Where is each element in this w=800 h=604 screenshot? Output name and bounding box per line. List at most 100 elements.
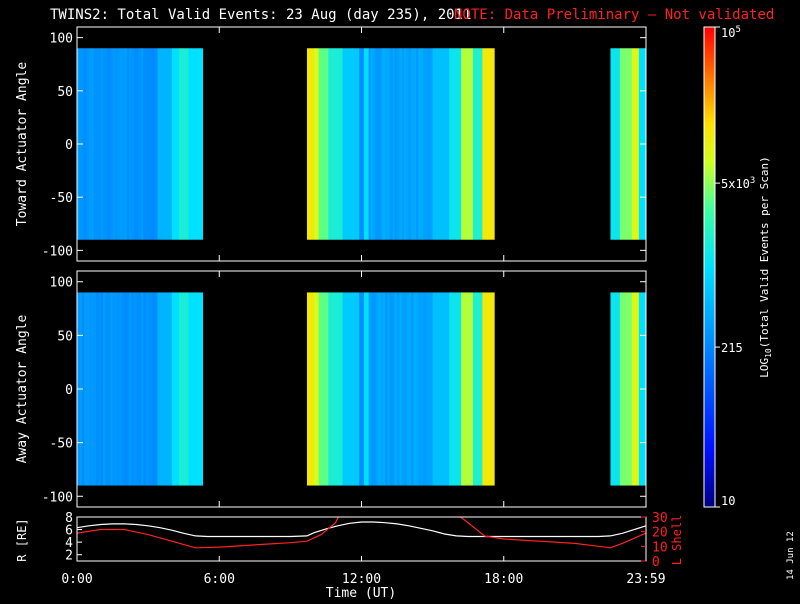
heatmap-column [392,292,396,486]
heatmap-column [335,292,339,486]
heatmap-column [314,292,317,486]
heatmap-column [328,48,332,240]
heatmap-column [337,48,341,240]
heatmap-column [188,292,192,486]
heatmap-column [465,292,469,486]
y-tick-label: 100 [50,32,73,47]
heatmap-column [143,292,147,486]
heatmap-column [105,292,109,486]
heatmap-column [318,48,322,240]
heatmap-column [195,48,199,240]
heatmap-column [418,48,422,240]
heatmap-column [456,292,460,486]
heatmap-column [93,292,97,486]
heatmap-column [477,48,481,240]
heatmap-column [399,48,403,240]
heatmap-column [378,48,381,240]
heatmap-column [461,48,464,240]
heatmap-column [344,292,348,486]
heatmap-column [86,48,90,240]
heatmap-column [610,292,614,486]
heatmap-column [100,292,104,486]
heatmap-column [382,48,386,240]
heatmap-column [361,292,365,486]
heatmap-column [138,292,142,486]
heatmap-column [114,292,118,486]
heatmap-column [88,48,92,240]
heatmap-column [105,48,109,240]
heatmap-column [612,292,616,486]
y-tick-label: 100 [50,276,73,291]
heatmap-column [449,48,452,240]
heatmap-column [314,48,317,240]
heatmap-column [389,292,393,486]
heatmap-column [95,48,99,240]
colorbar-label-rest: (Total Valid Events per Scan) [758,156,771,348]
heatmap-column [389,48,393,240]
heatmap-column [107,292,111,486]
heatmap-column [482,48,486,240]
heatmap-column [406,48,410,240]
heatmap-column [392,48,396,240]
heatmap-column [472,292,476,486]
heatmap-column [487,292,490,486]
r-distance-axis-label: R [RE] [15,518,29,561]
heatmap-column [629,48,633,240]
heatmap-column [174,292,177,486]
heatmap-column [150,48,154,240]
y-tick-label: 0 [65,383,73,398]
heatmap-column [337,292,341,486]
heatmap-column [333,292,336,486]
heatmap-column [176,292,180,486]
heatmap-column [612,48,616,240]
heatmap-column [624,48,628,240]
heatmap-column [382,292,386,486]
heatmap-column [446,292,450,486]
heatmap-column [323,48,327,240]
heatmap-column [131,292,135,486]
heatmap-column [470,48,474,240]
heatmap-column [157,292,161,486]
heatmap-column [143,48,147,240]
heatmap-column [380,292,384,486]
heatmap-column [91,292,94,486]
heatmap-column [316,48,320,240]
heatmap-column [385,48,388,240]
heatmap-column [181,48,185,240]
heatmap-column [631,292,635,486]
heatmap-column [124,292,128,486]
time-tick-label: 12:00 [342,572,381,587]
heatmap-column [176,48,180,240]
heatmap-column [370,48,374,240]
heatmap-column [110,292,113,486]
heatmap-column [88,292,92,486]
y-tick-label: -50 [50,191,73,206]
heatmap-column [342,48,346,240]
heatmap-column [435,48,438,240]
heatmap-column [380,48,384,240]
heatmap-column [141,48,144,240]
away-heatmap-cells [77,271,647,507]
toward-y-axis-label: Toward Actuator Angle [15,62,30,227]
heatmap-column [93,48,97,240]
heatmap-column [617,48,621,240]
heatmap-column [84,292,87,486]
heatmap-column [200,292,204,486]
time-tick-label: 18:00 [484,572,523,587]
heatmap-column [347,292,351,486]
lshell-tick-label: 0 [652,555,660,570]
heatmap-column [193,292,196,486]
heatmap-column [84,48,87,240]
heatmap-column [468,292,471,486]
heatmap-column [615,48,618,240]
heatmap-column [306,292,310,486]
heatmap-column [446,48,450,240]
heatmap-column [636,48,640,240]
away-y-ticks: 100 50 0 -50 -100 [42,276,646,505]
heatmap-column [489,292,493,486]
heatmap-column [91,48,94,240]
heatmap-column [81,292,85,486]
heatmap-column [487,48,490,240]
